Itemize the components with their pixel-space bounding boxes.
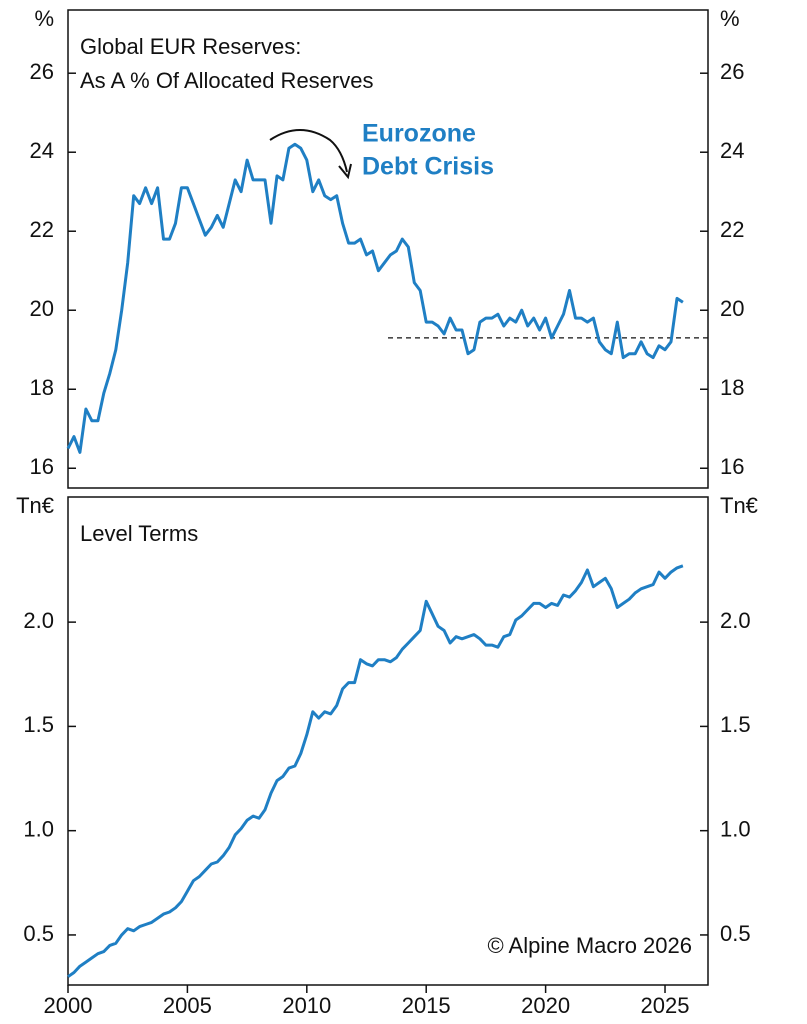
- y-tick-label: 22: [30, 217, 54, 242]
- annotation-arrow: [269, 129, 348, 173]
- y-tick-label: 0.5: [720, 921, 751, 946]
- y-tick-label: 18: [720, 375, 744, 400]
- plot-frame: [67, 9, 709, 489]
- y-tick-label: 24: [30, 138, 54, 163]
- x-tick-label: 2010: [282, 993, 331, 1018]
- x-tick-label: 2000: [44, 993, 93, 1018]
- y-tick-label: 16: [30, 454, 54, 479]
- x-tick-label: 2020: [521, 993, 570, 1018]
- y-unit: %: [34, 6, 54, 31]
- x-tick-label: 2025: [641, 993, 690, 1018]
- y-unit: %: [720, 6, 740, 31]
- y-tick-label: 1.5: [720, 712, 751, 737]
- y-tick-label: 20: [720, 296, 744, 321]
- y-tick-label: 26: [30, 59, 54, 84]
- y-tick-label: 1.5: [23, 712, 54, 737]
- y-tick-label: 2.0: [23, 608, 54, 633]
- source-note: © Alpine Macro 2026: [487, 933, 692, 958]
- y-tick-label: 20: [30, 296, 54, 321]
- y-tick-label: 1.0: [23, 816, 54, 841]
- y-tick-label: 2.0: [720, 608, 751, 633]
- y-tick-label: 1.0: [720, 816, 751, 841]
- annotation-arrowhead: [338, 163, 352, 180]
- y-tick-label: 0.5: [23, 921, 54, 946]
- y-tick-label: 18: [30, 375, 54, 400]
- x-tick-label: 2005: [163, 993, 212, 1018]
- y-unit: Tn€: [16, 493, 54, 518]
- y-unit: Tn€: [720, 493, 758, 518]
- data-line: [67, 564, 684, 978]
- plot-frame: [67, 496, 709, 986]
- y-tick-label: 24: [720, 138, 744, 163]
- x-tick-label: 2015: [402, 993, 451, 1018]
- y-tick-label: 26: [720, 59, 744, 84]
- chart-title: Level Terms: [80, 521, 198, 546]
- annotation: Debt Crisis: [362, 153, 494, 181]
- data-line: [66, 142, 684, 454]
- chart-title: As A % Of Allocated Reserves: [80, 68, 373, 93]
- chart-title: Global EUR Reserves:: [80, 34, 301, 59]
- annotation: Eurozone: [362, 120, 476, 148]
- y-tick-label: 16: [720, 454, 744, 479]
- y-tick-label: 22: [720, 217, 744, 242]
